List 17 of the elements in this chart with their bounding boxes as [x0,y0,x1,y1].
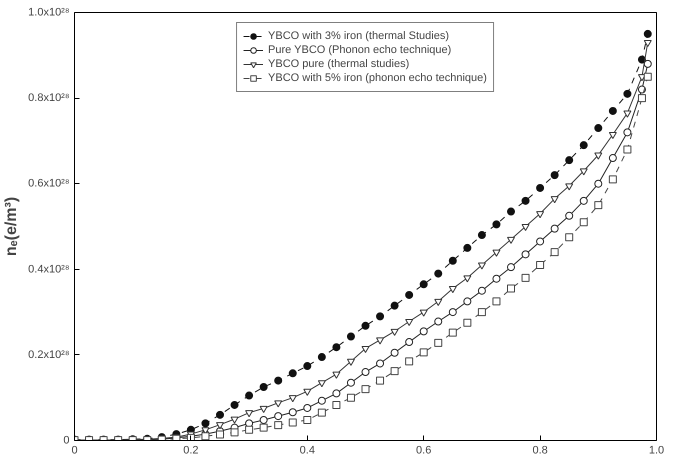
y-tick-label: 1.0x10²⁸ [28,6,70,18]
x-tick-label: 1.0 [648,444,664,456]
x-tick-label: 0.6 [416,444,432,456]
y-tick-label: 0.8x10²⁸ [28,92,70,104]
legend-label: Pure YBCO (Phonon echo technique) [268,43,452,57]
x-tick-label: 0 [71,444,78,456]
y-tick-label: 0.6x10²⁸ [28,178,70,190]
legend-label: YBCO with 5% iron (phonon echo technique) [268,71,487,85]
x-tick-label: 0.2 [183,444,199,456]
x-tick-label: 0.8 [532,444,548,456]
legend-label: YBCO pure (thermal studies) [268,57,410,71]
legend-label: YBCO with 3% iron (thermal Studies) [268,29,449,43]
y-tick-label: 0.2x10²⁸ [28,348,70,361]
y-tick-label: 0 [63,434,70,446]
y-axis-title: nₑ(e/m³) [3,196,20,256]
y-tick-label: 0.4x10²⁸ [28,263,70,276]
x-tick-label: 0.4 [300,444,315,456]
